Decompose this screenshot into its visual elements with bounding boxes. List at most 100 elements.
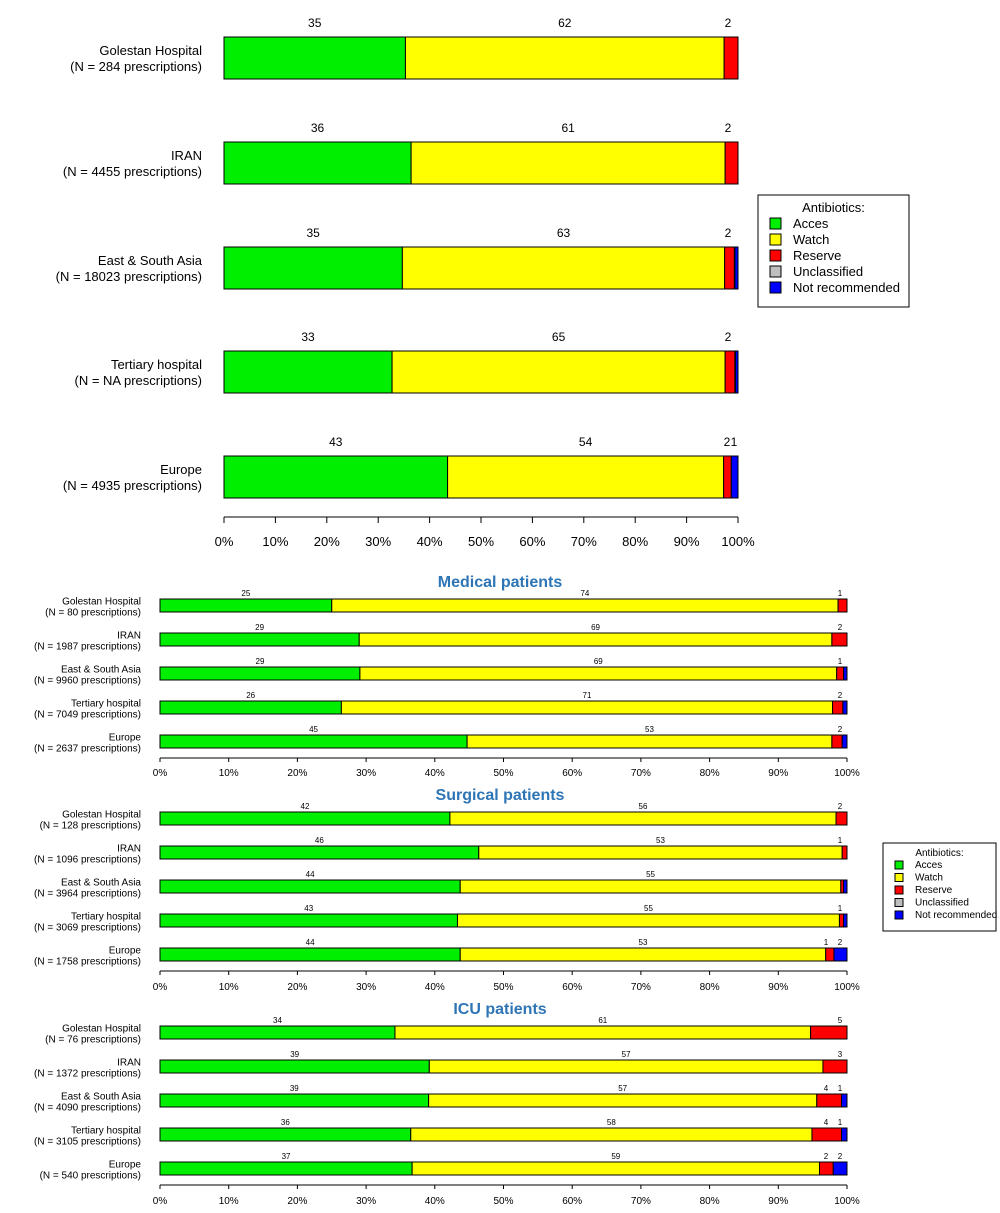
category-count-label: (N = 3964 prescriptions) xyxy=(34,889,141,900)
legend-swatch xyxy=(894,860,904,870)
x-tick-label: 30% xyxy=(356,768,376,779)
data-label: 1 xyxy=(838,836,843,845)
bar-segment-watch xyxy=(391,350,726,394)
bar-segment-acces xyxy=(159,1093,430,1108)
bar-outline xyxy=(223,36,739,80)
bar-outline xyxy=(159,598,848,613)
legend-label: Unclassified xyxy=(793,264,863,279)
bar-segment-acces xyxy=(159,1127,412,1142)
bar-segment-reserve xyxy=(723,455,732,499)
legend-swatch xyxy=(769,233,782,246)
data-label: 45 xyxy=(309,725,318,734)
bar-outline xyxy=(159,913,848,928)
x-tick-label: 40% xyxy=(425,768,445,779)
bar-segment-watch xyxy=(394,1025,812,1040)
bar-segment-watch xyxy=(410,141,726,185)
data-label: 26 xyxy=(246,691,255,700)
x-tick-label: 90% xyxy=(768,982,788,993)
bar-segment-watch xyxy=(449,811,837,826)
legend-box xyxy=(757,194,910,308)
x-tick-label: 70% xyxy=(631,1196,651,1207)
category-label: Tertiary hospital xyxy=(111,357,202,372)
bar-outline xyxy=(159,879,848,894)
data-label: 5 xyxy=(838,1016,843,1025)
category-label: IRAN xyxy=(171,148,202,163)
x-tick-label: 30% xyxy=(356,982,376,993)
data-label: 2 xyxy=(838,623,843,632)
data-label: 2 xyxy=(725,330,732,344)
bar-segment-reserve xyxy=(810,1025,848,1040)
bar-outline xyxy=(159,947,848,962)
bar-outline xyxy=(223,141,739,185)
legend-title: Antibiotics: xyxy=(802,200,865,215)
bar-segment-reserve xyxy=(836,666,845,681)
x-tick-label: 50% xyxy=(493,1196,513,1207)
x-tick-label: 60% xyxy=(562,768,582,779)
legend-label: Watch xyxy=(793,232,829,247)
panel-4: ICU patients Golestan Hospital(N = 76 pre… xyxy=(34,1001,860,1207)
legend-label: Acces xyxy=(793,216,829,231)
bar-segment-watch xyxy=(358,632,833,647)
bar-segment-acces xyxy=(223,455,449,499)
data-label: 53 xyxy=(645,725,654,734)
bar-segment-acces xyxy=(159,845,480,860)
category-label: Tertiary hospital xyxy=(71,699,141,710)
bar-segment-reserve xyxy=(819,1161,834,1176)
data-label: 1 xyxy=(838,904,843,913)
bar-segment-watch xyxy=(401,246,726,290)
bar-segment-acces xyxy=(223,36,406,80)
panel-2: Medical patients Golestan Hospital(N = 80… xyxy=(34,574,860,779)
category-label: Golestan Hospital xyxy=(62,810,141,821)
legend-swatch xyxy=(894,885,904,895)
data-label: 2 xyxy=(838,938,843,947)
category-count-label: (N = 1372 prescriptions) xyxy=(34,1069,141,1080)
data-label: 69 xyxy=(594,657,603,666)
data-label: 2 xyxy=(725,121,732,135)
data-label: 63 xyxy=(557,226,571,240)
category-count-label: (N = 3069 prescriptions) xyxy=(34,923,141,934)
x-tick-label: 40% xyxy=(425,982,445,993)
legend-swatch xyxy=(769,249,782,262)
category-count-label: (N = 7049 prescriptions) xyxy=(34,710,141,721)
x-tick-label: 10% xyxy=(219,768,239,779)
x-tick-label: 60% xyxy=(519,534,545,549)
data-label: 44 xyxy=(306,938,315,947)
data-label: 43 xyxy=(304,904,313,913)
legend-swatch xyxy=(894,898,904,907)
data-label: 35 xyxy=(308,16,322,30)
category-count-label: (N = 4935 prescriptions) xyxy=(63,478,202,493)
x-tick-label: 90% xyxy=(768,768,788,779)
bar-segment-acces xyxy=(159,734,468,749)
x-tick-label: 50% xyxy=(493,982,513,993)
data-label: 1 xyxy=(731,435,738,449)
data-label: 1 xyxy=(838,657,843,666)
bar-outline xyxy=(223,246,739,290)
x-tick-label: 10% xyxy=(262,534,288,549)
category-label: East & South Asia xyxy=(61,665,141,676)
legend-label: Not recommended xyxy=(915,910,997,921)
category-label: Tertiary hospital xyxy=(71,1126,141,1137)
x-tick-label: 10% xyxy=(219,1196,239,1207)
x-tick-label: 90% xyxy=(674,534,700,549)
legend-swatch xyxy=(769,265,782,278)
legend-title: Antibiotics: xyxy=(915,848,963,859)
bar-segment-acces xyxy=(159,1025,396,1040)
category-count-label: (N = NA prescriptions) xyxy=(74,373,202,388)
x-tick-label: 40% xyxy=(425,1196,445,1207)
x-tick-label: 80% xyxy=(622,534,648,549)
data-label: 61 xyxy=(598,1016,607,1025)
panel-title: Surgical patients xyxy=(436,787,565,804)
category-count-label: (N = 76 prescriptions) xyxy=(45,1035,141,1046)
bar-segment-reserve xyxy=(724,246,735,290)
bar-segment-reserve xyxy=(832,700,844,715)
data-label: 39 xyxy=(290,1084,299,1093)
category-label: East & South Asia xyxy=(61,1092,141,1103)
x-tick-label: 0% xyxy=(153,768,168,779)
data-label: 1 xyxy=(838,589,843,598)
data-label: 53 xyxy=(639,938,648,947)
bar-segment-not-recommended xyxy=(833,947,848,962)
bar-segment-reserve xyxy=(831,632,848,647)
category-label: IRAN xyxy=(117,631,141,642)
bar-outline xyxy=(159,666,848,681)
bar-segment-reserve xyxy=(837,598,848,613)
